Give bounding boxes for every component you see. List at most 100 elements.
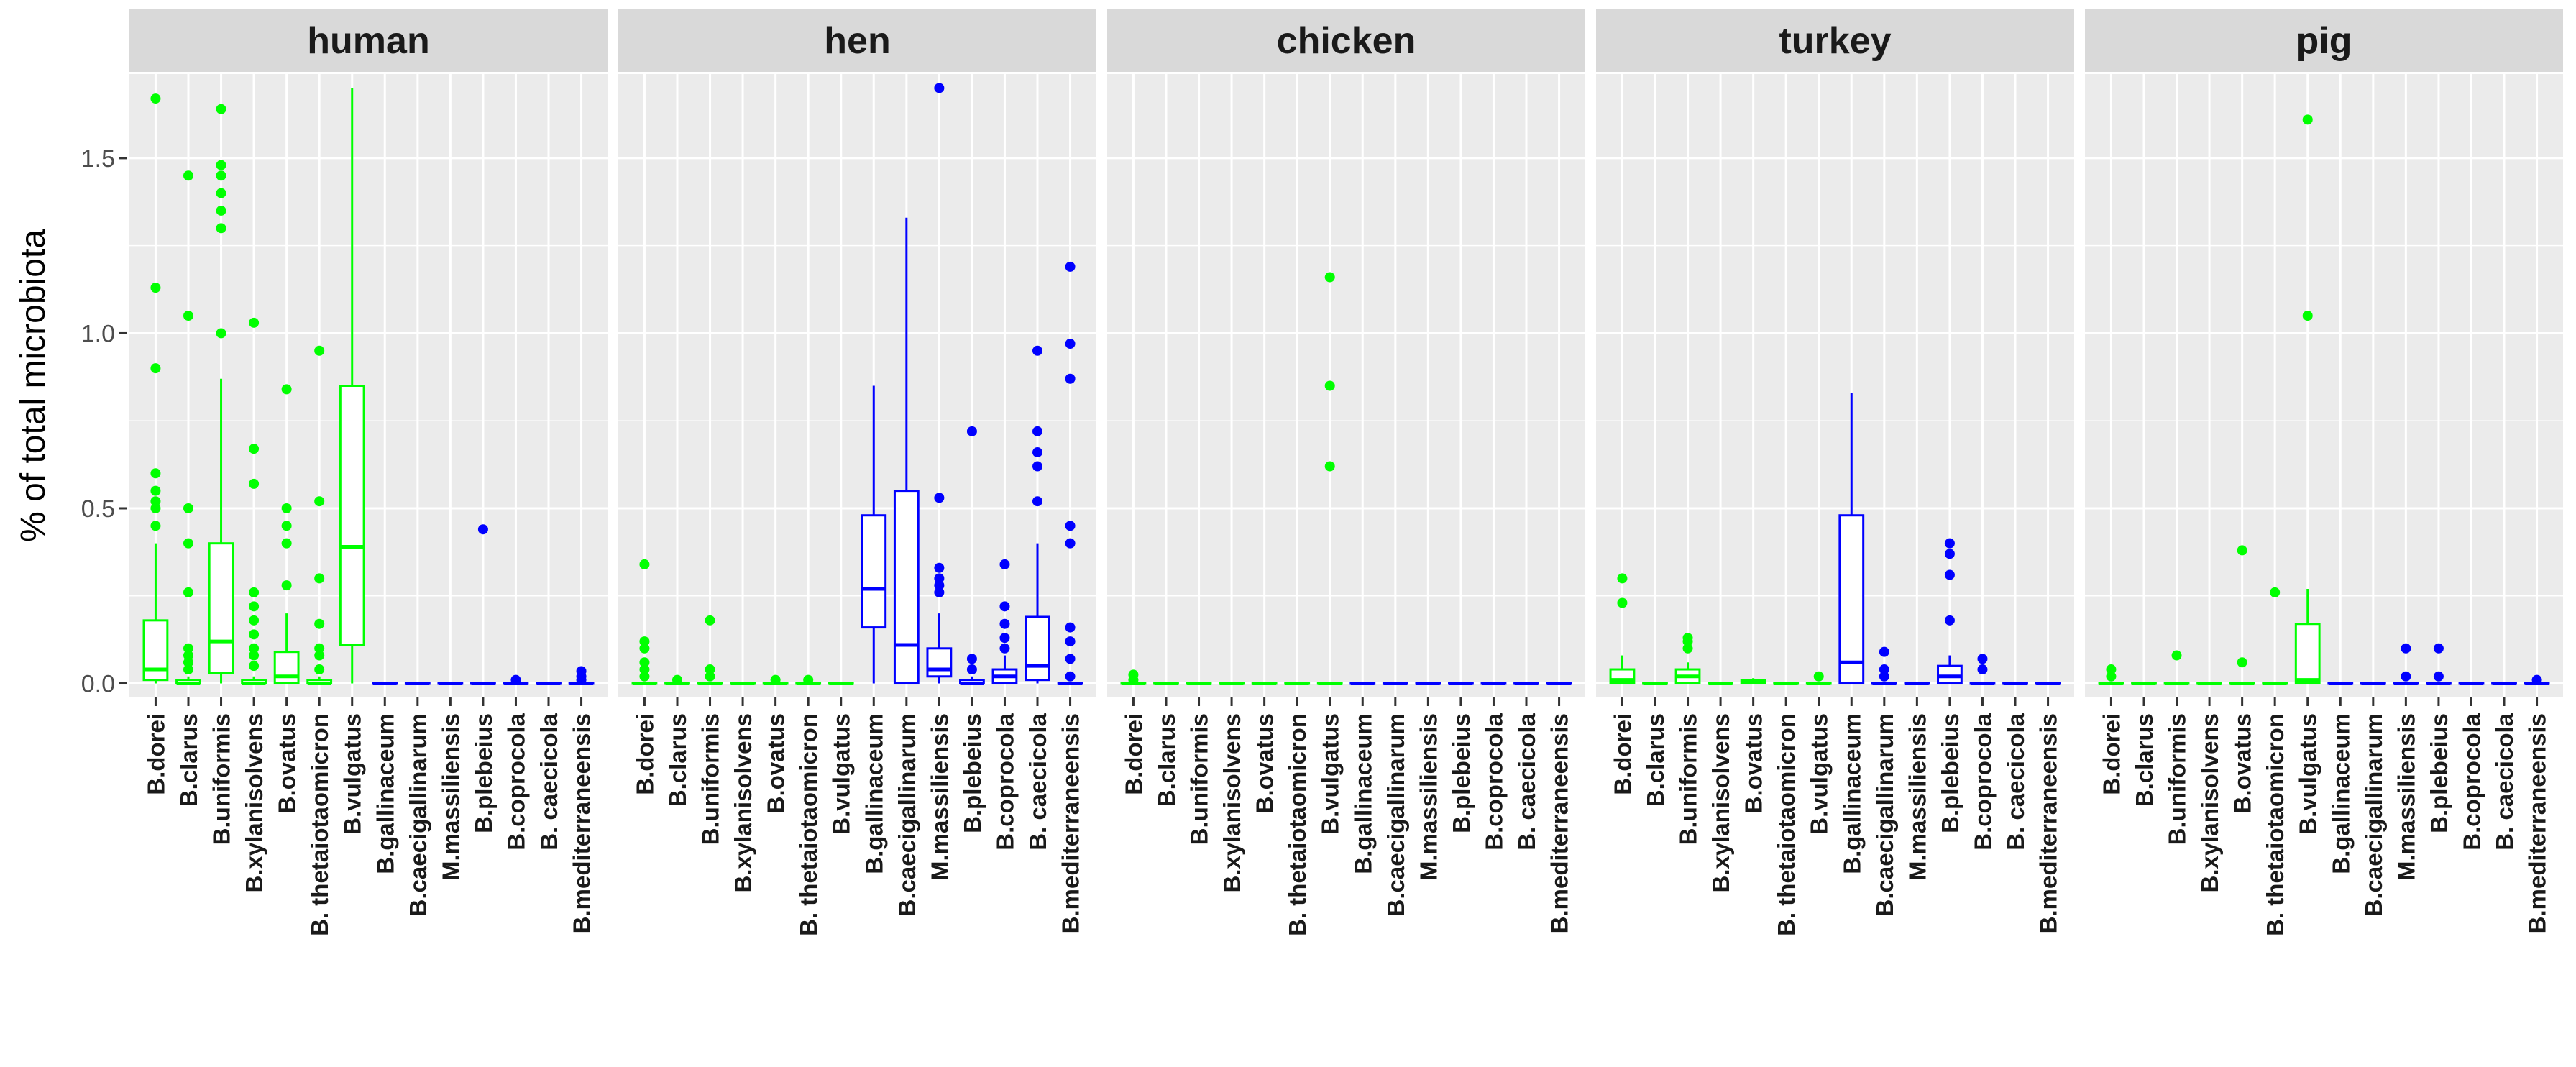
outlier-point [639, 559, 650, 569]
outlier-point [934, 562, 945, 573]
facet-panel-hen: hen B.dorei B.clarus B.uniformis B.xylanisol… [618, 9, 1096, 936]
outlier-point [934, 573, 945, 584]
x-tick-label: B.gallinaceum [1838, 713, 1865, 874]
x-tick-label: B.dorei [2098, 713, 2124, 795]
y-tick-label: 1.0 [81, 320, 115, 347]
facet-title: pig [2296, 20, 2352, 62]
outlier-point [249, 629, 260, 640]
boxplot-B.plebeius [2426, 643, 2452, 686]
outlier-point [1879, 664, 1889, 675]
outlier-point [216, 188, 226, 198]
y-axis-title: % of total microbiota [14, 229, 52, 542]
boxplot-B. caecicola [1025, 345, 1050, 684]
outlier-point [1032, 345, 1043, 356]
box-iqr [208, 542, 234, 674]
boxplot-B.dorei [1120, 669, 1147, 686]
outlier-point [1682, 633, 1693, 644]
outlier-point [1324, 272, 1335, 283]
outlier-point [639, 657, 650, 668]
x-tick-label: B.plebeius [2426, 713, 2452, 833]
outlier-point [671, 674, 682, 685]
outlier-point [150, 496, 161, 507]
outlier-point [966, 664, 977, 675]
outlier-point [216, 104, 226, 114]
boxplot-B.dorei [1609, 573, 1636, 685]
box-iqr [861, 514, 887, 629]
x-tick-label: B. caecicola [1513, 713, 1540, 850]
facet-panel-human: human B.dorei B.clarus B.uniformis B.xylanis… [129, 9, 608, 936]
boxplot-B.plebeius [470, 524, 496, 686]
outlier-point [249, 615, 260, 626]
outlier-point [314, 664, 325, 675]
boxplot-B.xylanisolvens [241, 317, 267, 686]
outlier-point [934, 83, 945, 93]
x-tick-label: B.coprocola [2458, 713, 2485, 850]
x-tick-label: B. caecicola [2491, 713, 2518, 850]
x-tick-label: B.gallinaceum [2327, 713, 2354, 874]
boxplot-B.clarus [664, 674, 690, 686]
outlier-point [1032, 447, 1043, 458]
x-tick-label: B.clarus [1642, 713, 1669, 807]
boxplot-B.dorei [2098, 664, 2124, 686]
outlier-point [1813, 671, 1824, 682]
outlier-point [2171, 650, 2182, 661]
outlier-point [999, 633, 1010, 644]
outlier-point [934, 493, 945, 503]
outlier-point [934, 587, 945, 597]
box-iqr [1025, 615, 1050, 682]
panel-background [2085, 74, 2563, 697]
panel-background [1596, 74, 2074, 697]
outlier-point [150, 521, 161, 531]
outlier-point [150, 363, 161, 374]
x-tick-label: B.mediterraneensis [2035, 713, 2062, 933]
box-iqr [339, 385, 365, 646]
panel-background [1107, 74, 1585, 697]
x-tick-label: M.massiliensis [437, 713, 464, 881]
box-iqr [1838, 514, 1865, 685]
outlier-point [183, 311, 193, 321]
outlier-point [281, 580, 292, 591]
outlier-point [2106, 664, 2117, 675]
x-tick-label: B.dorei [631, 713, 658, 795]
x-tick-label: B.clarus [664, 713, 691, 807]
outlier-point [705, 664, 715, 675]
x-tick-label: B. thetaiotaomicron [2262, 713, 2288, 936]
outlier-point [281, 521, 292, 531]
x-tick-label: B.plebeius [1937, 713, 1963, 833]
x-tick-label: B.mediterraneensis [2524, 713, 2551, 933]
y-tick-label: 0.0 [81, 671, 115, 698]
outlier-point [216, 223, 226, 234]
outlier-point [1617, 597, 1628, 608]
x-tick-label: B.dorei [142, 713, 169, 795]
outlier-point [966, 654, 977, 664]
x-tick-label: B.gallinaceum [372, 713, 398, 874]
boxplot-B.gallinaceum [1838, 393, 1865, 685]
outlier-point [1065, 538, 1076, 549]
x-tick-label: B.mediterraneensis [569, 713, 595, 933]
outlier-point [1065, 636, 1076, 647]
outlier-point [1944, 569, 1955, 580]
facet-title: turkey [1779, 20, 1891, 62]
outlier-point [639, 643, 650, 654]
x-tick-label: B.mediterraneensis [1546, 713, 1573, 933]
x-tick-label: M.massiliensis [2393, 713, 2419, 881]
outlier-point [183, 643, 193, 654]
boxplot-B.vulgatus [339, 88, 365, 684]
outlier-point [1065, 654, 1076, 664]
outlier-point [966, 426, 977, 436]
outlier-point [2433, 643, 2444, 654]
outlier-point [1324, 461, 1335, 472]
outlier-point [249, 587, 260, 597]
x-tick-label: B.ovatus [1252, 713, 1278, 813]
outlier-point [183, 650, 193, 661]
outlier-point [2401, 643, 2411, 654]
outlier-point [1032, 496, 1043, 507]
facet-title: hen [824, 20, 890, 62]
boxplot-M.massiliensis [926, 83, 953, 684]
boxplot-B.dorei [142, 93, 169, 684]
boxplot-B.coprocola [991, 559, 1018, 685]
boxplot-B. thetaiotaomicron [795, 674, 822, 686]
box-iqr [926, 647, 953, 678]
boxplot-B.coprocola [1969, 654, 1996, 686]
